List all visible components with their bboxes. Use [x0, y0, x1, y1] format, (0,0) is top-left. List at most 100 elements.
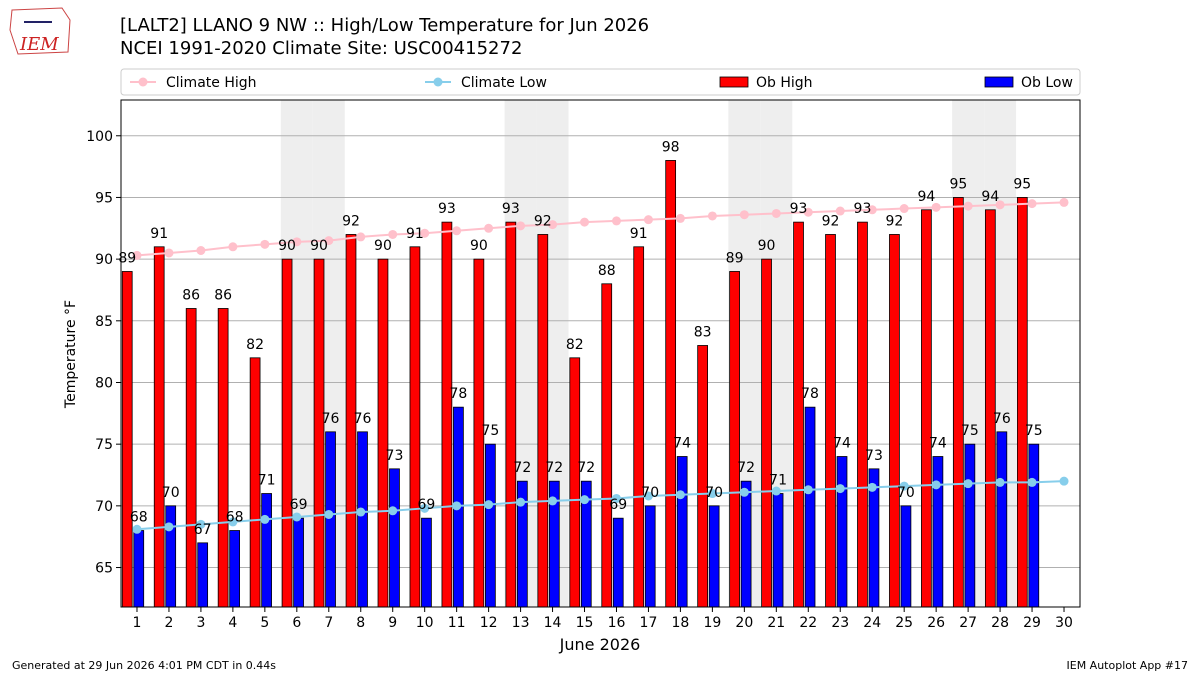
bar [953, 197, 964, 608]
value-label: 95 [1013, 176, 1031, 192]
point [963, 479, 973, 489]
bar [197, 542, 209, 608]
point [899, 481, 909, 491]
value-label: 91 [406, 226, 424, 242]
point [931, 480, 941, 490]
point [420, 228, 430, 238]
bar [984, 209, 996, 608]
point [835, 484, 845, 494]
bar [644, 505, 656, 608]
footer-left: Generated at 29 Jun 2026 4:01 PM CDT in … [12, 659, 276, 672]
bar [633, 246, 645, 608]
bar [964, 443, 976, 608]
value-label: 72 [577, 460, 595, 476]
legend-box [120, 68, 1081, 96]
point [228, 517, 238, 527]
point [643, 215, 653, 225]
y-tick-label: 100 [86, 129, 113, 145]
point [803, 485, 813, 495]
bar [537, 234, 549, 608]
value-label: 68 [226, 510, 244, 526]
value-label: 92 [534, 213, 552, 229]
x-tick-label: 20 [735, 615, 753, 631]
x-tick-label: 18 [672, 615, 690, 631]
logo-text: IEM [19, 34, 59, 55]
value-label: 90 [310, 238, 328, 254]
value-label: 74 [833, 436, 851, 452]
bar [921, 209, 932, 608]
point [931, 202, 941, 212]
point [196, 519, 206, 529]
bar [836, 456, 848, 608]
point [516, 497, 526, 507]
value-label: 75 [481, 423, 499, 439]
point [164, 248, 174, 258]
bar [996, 431, 1008, 608]
point [1027, 199, 1037, 209]
bar [421, 517, 432, 608]
bar [389, 468, 400, 608]
bar [133, 530, 145, 608]
legend-label: Climate Low [461, 75, 547, 91]
bar [409, 246, 421, 608]
bar [229, 530, 240, 608]
value-label: 71 [769, 473, 787, 489]
point [707, 489, 717, 499]
value-label: 83 [694, 324, 712, 340]
point [516, 221, 526, 231]
x-tick-label: 10 [416, 615, 434, 631]
value-label: 89 [726, 250, 744, 266]
point [420, 503, 430, 513]
value-label: 76 [993, 411, 1011, 427]
value-label: 73 [865, 448, 883, 464]
value-label: 82 [566, 337, 584, 353]
y-tick-label: 65 [95, 561, 113, 577]
x-tick-label: 2 [164, 615, 173, 631]
x-tick-label: 15 [576, 615, 594, 631]
point [196, 245, 206, 255]
point [611, 493, 621, 503]
bar [1016, 197, 1028, 608]
point [260, 514, 270, 524]
value-label: 74 [929, 436, 947, 452]
value-label: 72 [513, 460, 531, 476]
y-tick-label: 70 [95, 499, 113, 515]
point [675, 490, 685, 500]
bar [900, 505, 912, 608]
value-label: 95 [949, 176, 967, 192]
value-label: 69 [609, 497, 627, 513]
value-label: 69 [418, 497, 436, 513]
point [739, 210, 749, 220]
point [228, 242, 238, 252]
x-tick-label: 26 [927, 615, 945, 631]
value-label: 70 [705, 485, 723, 501]
line [136, 201, 1065, 257]
value-label: 75 [961, 423, 979, 439]
bar [441, 221, 453, 608]
value-label: 94 [917, 189, 935, 205]
x-tick-label: 25 [895, 615, 913, 631]
value-label: 75 [1025, 423, 1043, 439]
bar [185, 308, 197, 608]
bar [281, 258, 293, 608]
bar [740, 480, 752, 608]
value-label: 92 [822, 213, 840, 229]
bar [793, 221, 804, 608]
value-label: 90 [374, 238, 392, 254]
y-tick-label: 90 [95, 252, 113, 268]
x-tick-label: 19 [703, 615, 721, 631]
value-label: 76 [322, 411, 340, 427]
x-tick-label: 13 [512, 615, 530, 631]
bar [708, 505, 720, 608]
point [771, 208, 781, 218]
x-tick-label: 28 [991, 615, 1009, 631]
legend-label: Ob Low [1021, 75, 1073, 91]
x-tick-label: 22 [799, 615, 817, 631]
value-label: 93 [438, 201, 456, 217]
x-tick-label: 29 [1023, 615, 1041, 631]
value-label: 74 [673, 436, 691, 452]
bar [697, 345, 708, 608]
point [356, 507, 366, 517]
bar [729, 271, 740, 608]
value-label: 70 [897, 485, 915, 501]
